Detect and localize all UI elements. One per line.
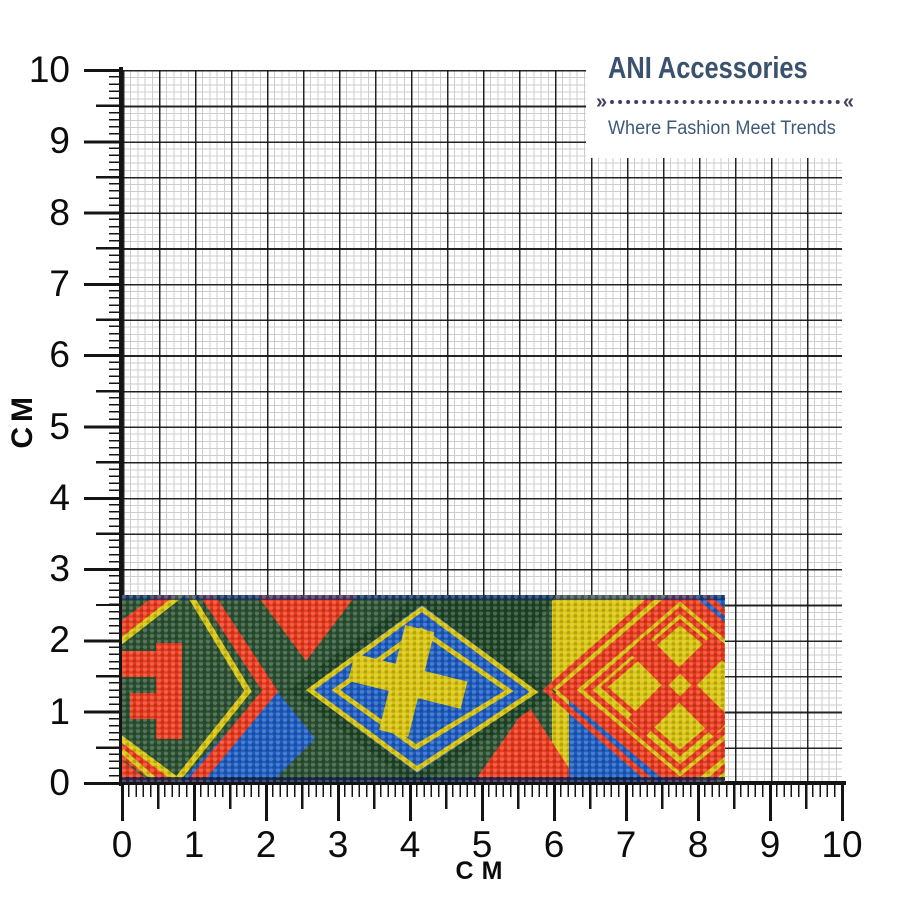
x-tick-label: 2 (255, 824, 277, 865)
x-tick-label: 1 (183, 824, 205, 865)
y-axis-unit-label: CM (6, 392, 39, 449)
brand-title: ANI Accessories (608, 50, 808, 85)
y-axis-line (119, 67, 123, 786)
brand-divider: » « (596, 92, 854, 112)
y-tick-label: 10 (28, 49, 70, 90)
y-tick-label: 0 (49, 762, 70, 803)
y-tick-label: 5 (49, 406, 70, 447)
brand-logo-block: ANI Accessories » « Where Fashion Meet T… (586, 0, 900, 158)
x-axis-unit-label: CM (455, 857, 511, 885)
divider-left-arrow-icon: » (596, 91, 608, 113)
x-axis-mm-ticks (121, 784, 845, 797)
x-tick-label: 0 (111, 824, 133, 865)
x-axis-line (119, 781, 846, 785)
y-axis-mm-ticks (109, 69, 122, 785)
x-tick-label: 7 (615, 824, 637, 865)
x-tick-label: 6 (543, 824, 565, 865)
y-tick-label: 4 (49, 477, 70, 518)
divider-dots (610, 100, 840, 104)
x-tick-label: 9 (759, 824, 781, 865)
y-tick-label: 9 (49, 120, 70, 161)
y-tick-label: 2 (49, 619, 70, 660)
x-tick-label: 10 (821, 824, 863, 865)
brand-tagline: Where Fashion Meet Trends (608, 118, 836, 139)
divider-right-arrow-icon: « (842, 91, 854, 113)
y-tick-label: 8 (49, 192, 70, 233)
y-tick-label: 6 (49, 334, 70, 375)
y-tick-label: 1 (49, 691, 70, 732)
x-tick-label: 8 (687, 824, 709, 865)
x-tick-label: 3 (327, 824, 349, 865)
woven-ribbon-sample (122, 595, 725, 782)
y-tick-label: 3 (49, 548, 70, 589)
y-tick-label: 7 (49, 263, 70, 304)
x-tick-label: 5 (471, 824, 493, 865)
x-tick-label: 4 (399, 824, 421, 865)
